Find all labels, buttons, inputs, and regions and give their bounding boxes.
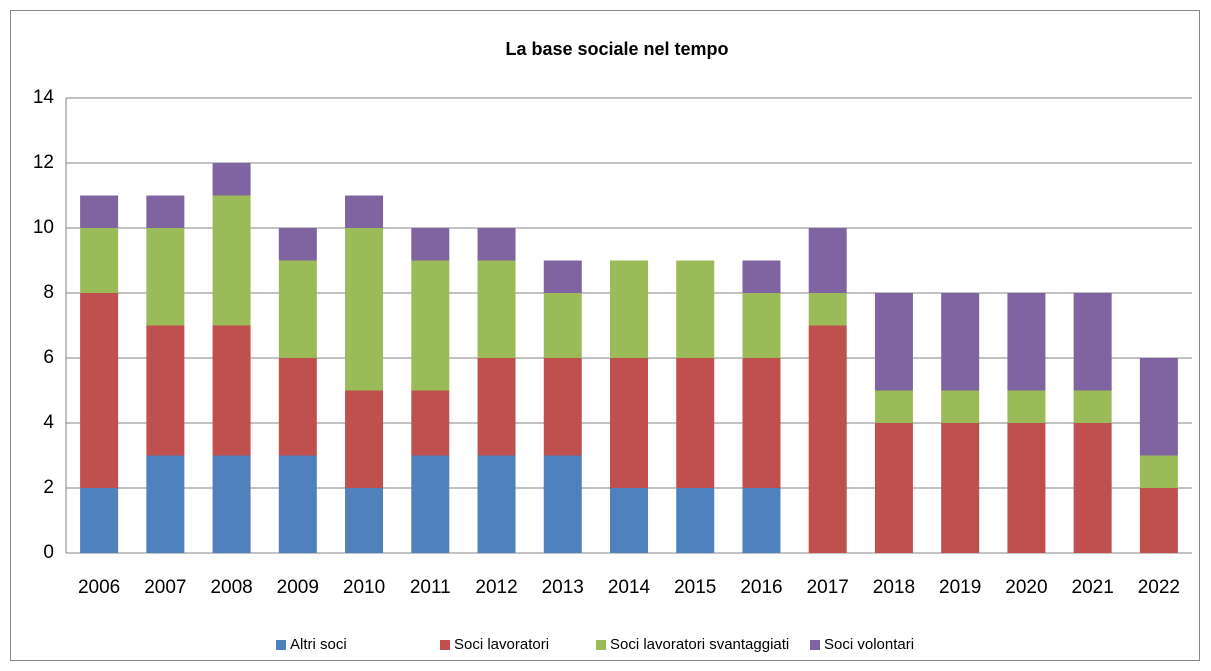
bar-segment [874,423,913,553]
chart-title: La base sociale nel tempo [505,39,728,59]
x-tick-label: 2016 [740,577,782,598]
bar-segment [874,390,913,423]
legend-label: Soci lavoratori [454,636,549,653]
bar-segment [1139,358,1178,456]
bar-segment [874,293,913,391]
bar-segment [477,358,516,456]
bar-segment [610,488,648,553]
x-tick-label: 2014 [608,577,651,598]
bar-segment [742,260,781,293]
bar-segment [543,455,582,553]
bar-segment [80,488,119,553]
bar-segment [610,260,648,358]
bar-segment [212,325,251,456]
bar-segment [742,293,781,358]
y-tick-label: 12 [33,152,54,173]
bar-segment [941,423,980,553]
bar-segment [808,293,847,326]
bar-segment [742,358,781,488]
bar-segment [146,228,185,326]
bar-segment [411,390,450,456]
x-tick-label: 2013 [542,577,584,598]
legend-label: Soci lavoratori svantaggiati [610,636,789,653]
x-tick-label: 2018 [873,577,915,598]
legend-swatch [810,640,820,650]
bar-segment [941,293,980,391]
bar-segment [146,455,185,553]
bar-segment [146,325,185,456]
legend-swatch [596,640,606,650]
bar-segment [1007,293,1046,391]
bar-segment [345,195,384,228]
bar-segment [808,228,847,293]
bar-segment [345,228,384,391]
bar-segment [80,293,119,488]
bar-segment [808,325,847,553]
bar-segment [543,358,582,456]
bar-segment [477,455,516,553]
x-tick-label: 2012 [475,577,517,598]
bar-segment [1139,488,1178,553]
x-tick-label: 2015 [674,577,716,598]
y-tick-label: 2 [43,477,54,498]
bar-segment [345,488,384,553]
x-tick-label: 2008 [210,577,252,598]
bar-segment [742,488,781,553]
bar-segment [676,358,715,488]
bar-segment [1073,293,1112,391]
bar-segment [477,260,516,358]
bar-segment [278,228,317,261]
bar-segment [1139,455,1178,488]
bar-segment [80,195,119,228]
bar-segment [1073,390,1112,423]
bar-segment [543,293,582,358]
bar-segment [610,358,648,488]
bar-segment [543,260,582,293]
bar-segment [1007,423,1046,553]
x-tick-label: 2017 [807,577,849,598]
bar-segment [345,390,384,488]
legend-swatch [440,640,450,650]
bar-segment [676,488,715,553]
bar-segment [941,390,980,423]
bar-segment [212,163,251,196]
bar-segment [477,228,516,261]
bar-segment [1073,423,1112,553]
bar-segment [146,195,185,228]
bar-segment [411,455,450,553]
legend-label: Altri soci [290,636,347,653]
bar-segment [278,455,317,553]
bar-segment [278,358,317,456]
x-tick-label: 2011 [410,577,451,598]
legend-label: Soci volontari [824,636,914,653]
x-tick-label: 2009 [277,577,319,598]
bar-segment [411,228,450,261]
y-tick-label: 8 [43,282,54,303]
bar-segment [212,455,251,553]
x-tick-label: 2022 [1138,577,1180,598]
x-tick-label: 2021 [1072,577,1114,598]
bar-segment [278,260,317,358]
y-tick-label: 14 [33,87,55,108]
x-tick-label: 2020 [1005,577,1047,598]
bar-segment [212,195,251,326]
bar-segment [1007,390,1046,423]
x-tick-label: 2019 [939,577,981,598]
y-tick-label: 0 [43,542,54,563]
chart-border [10,10,1200,661]
y-tick-label: 4 [43,412,54,433]
x-tick-label: 2007 [144,577,186,598]
x-tick-label: 2010 [343,577,385,598]
bar-segment [411,260,450,391]
legend-swatch [276,640,286,650]
y-tick-label: 6 [43,347,54,368]
y-tick-label: 10 [33,217,54,238]
bar-segment [676,260,715,358]
bar-segment [80,228,119,293]
x-tick-label: 2006 [78,577,120,598]
